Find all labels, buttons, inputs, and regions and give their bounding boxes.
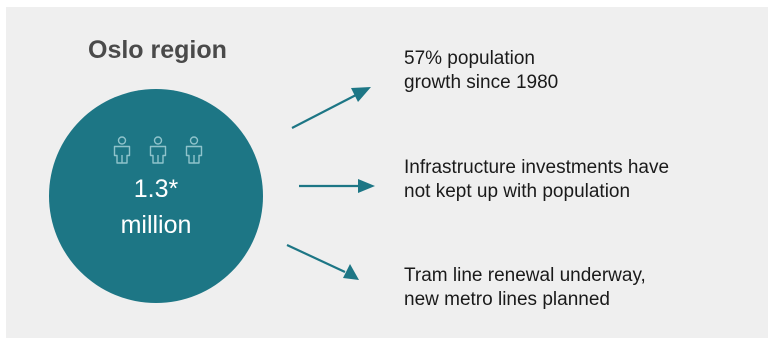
person-icon — [113, 136, 131, 164]
population-unit: million — [120, 211, 192, 239]
arrow-up-right — [291, 87, 371, 129]
point-tram-metro: Tram line renewal underway, new metro li… — [404, 265, 646, 310]
arrow-down-right — [286, 244, 359, 280]
point-infrastructure: Infrastructure investments have not kept… — [404, 157, 670, 202]
person-icon — [149, 136, 167, 164]
region-title: Oslo region — [88, 36, 227, 64]
people-icons — [113, 136, 203, 164]
person-icon — [185, 136, 203, 164]
population-circle: 1.3* million — [49, 89, 263, 303]
point-population-growth: 57% population growth since 1980 — [404, 48, 559, 93]
population-value: 1.3* — [133, 175, 179, 203]
arrow-right — [299, 179, 375, 193]
